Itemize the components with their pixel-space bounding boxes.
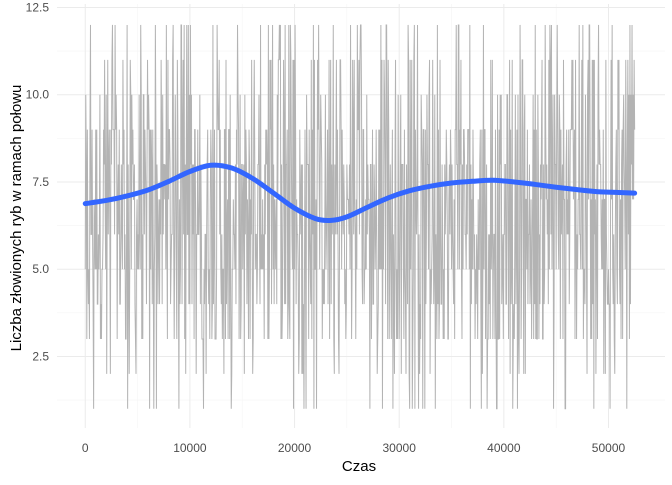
smooth-series xyxy=(82,162,638,223)
y-tick-label: 2.5 xyxy=(32,349,49,363)
y-axis-title: Liczba złowionych ryb w ramach połowu xyxy=(8,85,25,352)
smooth-trend-line xyxy=(82,162,638,223)
y-tick-label: 5.0 xyxy=(32,262,49,276)
x-axis-title: Czas xyxy=(342,458,376,475)
x-tick-label: 20000 xyxy=(278,441,312,455)
x-tick-label: 50000 xyxy=(592,441,626,455)
y-tick-label: 10.0 xyxy=(26,88,50,102)
x-axis-ticks: 0 10000 20000 30000 40000 50000 xyxy=(82,441,626,455)
x-tick-label: 40000 xyxy=(487,441,521,455)
x-tick-label: 30000 xyxy=(383,441,417,455)
x-tick-label: 0 xyxy=(82,441,89,455)
x-tick-label: 10000 xyxy=(173,441,207,455)
raw-series xyxy=(84,24,636,410)
y-axis-ticks: 2.5 5.0 7.5 10.0 12.5 xyxy=(26,0,50,363)
y-tick-label: 7.5 xyxy=(32,175,49,189)
raw-catch-line xyxy=(84,24,636,410)
y-tick-label: 12.5 xyxy=(26,0,50,14)
